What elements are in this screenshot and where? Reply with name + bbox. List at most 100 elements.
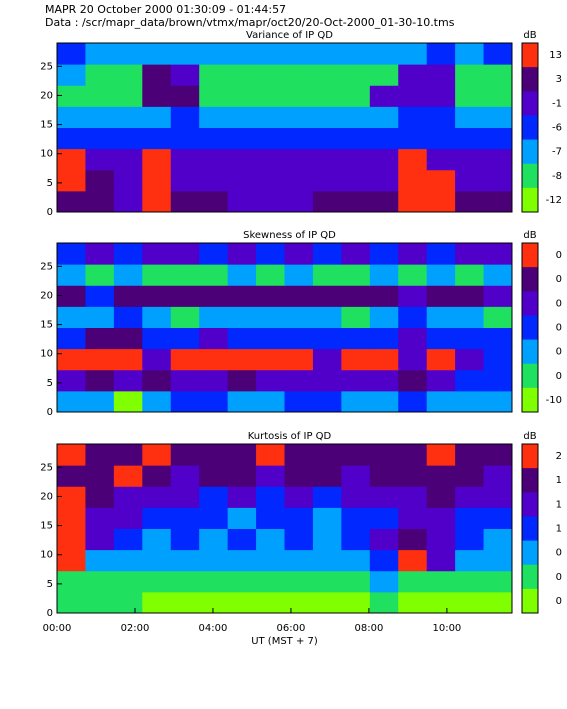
heat-cell bbox=[455, 264, 485, 286]
heat-cell bbox=[113, 264, 143, 286]
heat-cell bbox=[426, 190, 456, 213]
heat-cell bbox=[256, 127, 285, 150]
heat-cell bbox=[199, 549, 229, 572]
heat-cell bbox=[227, 306, 257, 328]
heat-cell bbox=[256, 591, 285, 614]
heat-cell bbox=[256, 369, 285, 392]
heat-cell bbox=[426, 127, 456, 150]
heat-cell bbox=[369, 148, 399, 171]
heat-cell bbox=[312, 348, 342, 371]
heat-cell bbox=[199, 243, 229, 265]
heat-cell bbox=[227, 243, 257, 265]
heat-cell bbox=[170, 127, 200, 150]
heat-cell bbox=[483, 169, 513, 192]
heat-cell bbox=[341, 528, 371, 551]
heat-cell bbox=[312, 390, 342, 413]
colorbar-band bbox=[522, 540, 538, 566]
heat-cell bbox=[426, 549, 456, 572]
heat-cell bbox=[57, 127, 86, 150]
heat-cell bbox=[341, 327, 371, 350]
heat-cell bbox=[483, 591, 513, 614]
heat-cell bbox=[455, 528, 485, 551]
heat-cell bbox=[483, 64, 513, 86]
heat-cell bbox=[455, 243, 485, 265]
heat-cell bbox=[455, 570, 485, 593]
heat-cell bbox=[57, 243, 86, 265]
heat-cell bbox=[256, 390, 285, 413]
colorbar-band bbox=[522, 187, 538, 213]
heat-cell bbox=[284, 465, 314, 487]
heat-cell bbox=[199, 264, 229, 286]
colorbar-band bbox=[522, 163, 538, 189]
heat-cell bbox=[199, 306, 229, 328]
heat-cell bbox=[227, 169, 257, 192]
heat-cell bbox=[455, 507, 485, 529]
heat-cell bbox=[57, 465, 86, 487]
y-tick-label: 5 bbox=[47, 579, 53, 590]
heat-cell bbox=[199, 390, 229, 413]
colorbar-label: 0 bbox=[556, 596, 562, 607]
heat-cell bbox=[256, 285, 285, 307]
heat-cell bbox=[312, 369, 342, 392]
colorbar-label: -10 bbox=[546, 395, 562, 406]
heat-cell bbox=[199, 106, 229, 128]
heat-cell bbox=[113, 43, 143, 65]
colorbar-band bbox=[522, 339, 538, 365]
heat-cell bbox=[426, 43, 456, 65]
colorbar-label: 1 bbox=[556, 524, 562, 535]
colorbar-unit: dB bbox=[523, 230, 536, 241]
heat-cell bbox=[57, 507, 86, 529]
heat-cell bbox=[284, 390, 314, 413]
heat-cell bbox=[369, 465, 399, 487]
heat-cell bbox=[341, 243, 371, 265]
heat-cell bbox=[483, 390, 513, 413]
heat-cell bbox=[142, 327, 172, 350]
heat-cell bbox=[256, 528, 285, 551]
heat-cell bbox=[483, 43, 513, 65]
heat-cell bbox=[341, 285, 371, 307]
heat-cell bbox=[483, 549, 513, 572]
heat-cell bbox=[426, 486, 456, 508]
colorbar-band bbox=[522, 516, 538, 542]
heat-cell bbox=[142, 190, 172, 213]
x-tick-label: 08:00 bbox=[354, 623, 383, 634]
heat-cell bbox=[170, 64, 200, 86]
header-line: Data : /scr/mapr_data/brown/vtmx/mapr/oc… bbox=[45, 16, 455, 29]
heat-cell bbox=[227, 85, 257, 107]
header-line: MAPR 20 October 2000 01:30:09 - 01:44:57 bbox=[45, 3, 286, 16]
heat-cell bbox=[256, 264, 285, 286]
heat-cell bbox=[426, 285, 456, 307]
heat-cell bbox=[85, 528, 115, 551]
heat-cell bbox=[57, 327, 86, 350]
heat-cell bbox=[284, 369, 314, 392]
heat-cell bbox=[341, 369, 371, 392]
colorbar-label: -6 bbox=[552, 123, 562, 134]
heat-cell bbox=[312, 64, 342, 86]
heat-cell bbox=[142, 369, 172, 392]
heat-cell bbox=[113, 486, 143, 508]
heat-cell bbox=[398, 306, 428, 328]
heat-cell bbox=[483, 264, 513, 286]
colorbar-band bbox=[522, 468, 538, 493]
heat-cell bbox=[455, 549, 485, 572]
heat-cell bbox=[369, 243, 399, 265]
heat-cell bbox=[455, 43, 485, 65]
heat-cell bbox=[341, 64, 371, 86]
y-tick-label: 15 bbox=[40, 120, 53, 131]
heat-cell bbox=[227, 369, 257, 392]
heat-cell bbox=[199, 528, 229, 551]
heat-cell bbox=[426, 64, 456, 86]
heat-cell bbox=[256, 148, 285, 171]
y-tick-label: 0 bbox=[47, 207, 53, 218]
heat-cell bbox=[312, 285, 342, 307]
heat-cell bbox=[483, 327, 513, 350]
heat-cell bbox=[369, 390, 399, 413]
heat-cell bbox=[199, 465, 229, 487]
y-tick-label: 15 bbox=[40, 521, 53, 532]
heat-cell bbox=[170, 528, 200, 551]
heat-cell bbox=[113, 348, 143, 371]
heat-cell bbox=[113, 528, 143, 551]
heat-cell bbox=[369, 549, 399, 572]
heat-cell bbox=[85, 148, 115, 171]
heat-cell bbox=[227, 43, 257, 65]
